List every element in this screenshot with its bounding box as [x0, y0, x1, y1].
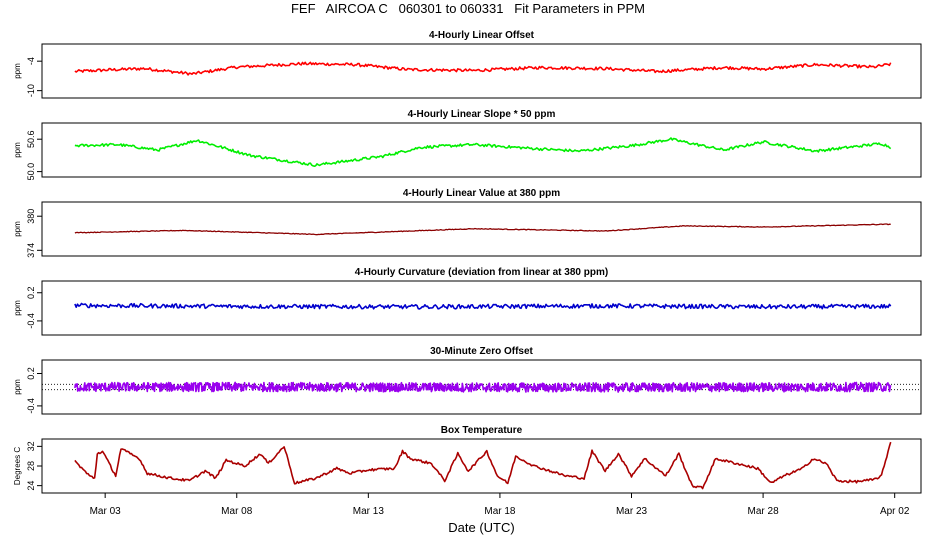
- y-tick-label: -0.4: [26, 398, 36, 414]
- y-tick-label: 28: [26, 461, 36, 471]
- x-tick-label: Mar 28: [748, 506, 780, 517]
- y-axis-label: ppm: [13, 142, 22, 158]
- panel-2: 4-Hourly Linear Slope * 50 ppm 50.6 50.0 pp…: [13, 109, 922, 181]
- panel-5: 30-Minute Zero Offset 0.2 -0.4 ppm: [13, 346, 922, 415]
- y-axis-label: ppm: [13, 63, 22, 79]
- plot-frame: [41, 43, 922, 99]
- y-tick-label: 0.2: [26, 286, 36, 299]
- panel-title: 4-Hourly Linear Offset: [429, 30, 535, 41]
- data-series-line: [74, 223, 891, 236]
- y-tick-label: 0.2: [26, 367, 36, 380]
- plot-frame: [41, 122, 922, 178]
- y-tick-label: -4: [26, 57, 36, 65]
- x-tick-label: Mar 13: [353, 506, 385, 517]
- plot-frame: [41, 201, 922, 257]
- y-axis-label: ppm: [13, 221, 22, 237]
- y-tick-label: 380: [26, 209, 36, 224]
- data-series-line: [74, 61, 892, 76]
- y-tick-label: 50.6: [26, 130, 36, 148]
- y-tick-label: 24: [26, 481, 36, 491]
- panel-title: 4-Hourly Linear Value at 380 ppm: [403, 188, 560, 199]
- panel-3: 4-Hourly Linear Value at 380 ppm 380 374 pp…: [13, 188, 922, 258]
- panel-6: Box Temperature 32 28 24 Degrees C: [13, 425, 922, 494]
- y-tick-label: 50.0: [26, 163, 36, 181]
- x-tick-label: Mar 03: [90, 506, 122, 517]
- x-tick-label: Mar 18: [484, 506, 516, 517]
- y-axis-label: Degrees C: [13, 447, 22, 485]
- panel-4: 4-Hourly Curvature (deviation from linea…: [13, 267, 922, 336]
- y-tick-label: -0.4: [26, 313, 36, 329]
- data-series-line: [74, 441, 892, 490]
- data-series-line: [74, 302, 892, 310]
- data-series-line: [74, 137, 892, 167]
- x-axis-label: Date (UTC): [448, 520, 514, 535]
- x-tick-label: Mar 08: [221, 506, 253, 517]
- data-series-line: [74, 381, 892, 393]
- x-tick-label: Apr 02: [880, 506, 910, 517]
- panel-title: 4-Hourly Curvature (deviation from linea…: [355, 267, 608, 278]
- panel-title: Box Temperature: [441, 425, 523, 436]
- x-tick-label: Mar 23: [616, 506, 648, 517]
- y-tick-label: 32: [26, 441, 36, 451]
- y-tick-label: 374: [26, 243, 36, 258]
- chart-main-title: FEF AIRCOA C 060301 to 060331 Fit Parame…: [290, 1, 646, 16]
- panel-title: 4-Hourly Linear Slope * 50 ppm: [408, 109, 556, 120]
- plot-frame: [41, 280, 922, 336]
- y-axis-label: ppm: [13, 300, 22, 316]
- panel-1: 4-Hourly Linear Offset -4 -10 ppm: [13, 30, 922, 99]
- y-axis-label: ppm: [13, 379, 22, 395]
- plot-frame: [41, 438, 922, 494]
- plot-frame: [41, 359, 922, 415]
- panel-title: 30-Minute Zero Offset: [430, 346, 533, 357]
- y-tick-label: -10: [26, 84, 36, 97]
